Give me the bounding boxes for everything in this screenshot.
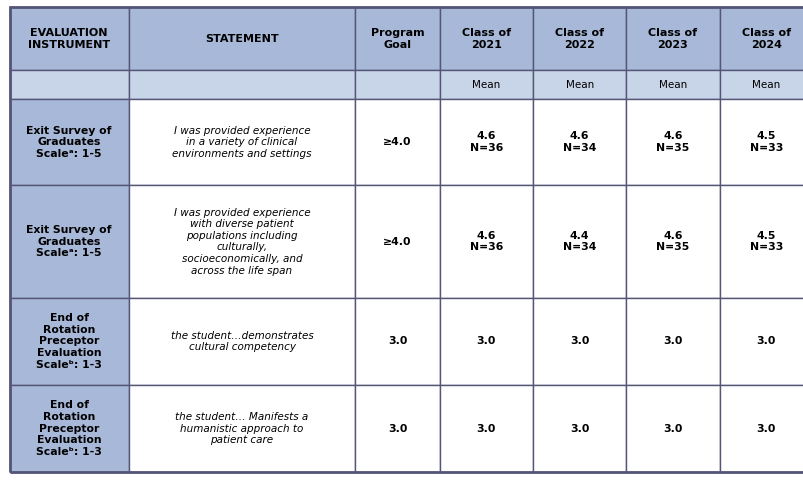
Bar: [355, 99, 439, 185]
Bar: [626, 298, 719, 385]
Text: 4.4
N=34: 4.4 N=34: [562, 231, 596, 252]
Text: 3.0: 3.0: [387, 336, 407, 347]
Bar: [128, 185, 355, 298]
Text: Class of
2021: Class of 2021: [461, 28, 511, 50]
Text: STATEMENT: STATEMENT: [205, 34, 279, 44]
Bar: [719, 385, 803, 472]
Text: 4.6
N=34: 4.6 N=34: [562, 132, 596, 153]
Bar: [719, 99, 803, 185]
Bar: [626, 385, 719, 472]
Bar: [719, 298, 803, 385]
Text: 4.6
N=35: 4.6 N=35: [655, 231, 689, 252]
Bar: [128, 70, 355, 99]
Text: the student…demonstrates
cultural competency: the student…demonstrates cultural compet…: [170, 331, 313, 352]
Bar: [355, 185, 439, 298]
Bar: [439, 70, 532, 99]
Text: Exit Survey of
Graduates
Scaleᵃ: 1-5: Exit Survey of Graduates Scaleᵃ: 1-5: [26, 225, 112, 258]
Bar: [10, 185, 128, 298]
Bar: [626, 185, 719, 298]
Bar: [439, 7, 532, 70]
Text: End of
Rotation
Preceptor
Evaluation
Scaleᵇ: 1-3: End of Rotation Preceptor Evaluation Sca…: [36, 400, 102, 457]
Text: Class of
2022: Class of 2022: [554, 28, 604, 50]
Bar: [128, 7, 355, 70]
Bar: [439, 185, 532, 298]
Bar: [128, 298, 355, 385]
Text: I was provided experience
in a variety of clinical
environments and settings: I was provided experience in a variety o…: [172, 126, 312, 159]
Bar: [355, 298, 439, 385]
Text: the student… Manifests a
humanistic approach to
patient care: the student… Manifests a humanistic appr…: [175, 412, 308, 445]
Text: End of
Rotation
Preceptor
Evaluation
Scaleᵇ: 1-3: End of Rotation Preceptor Evaluation Sca…: [36, 313, 102, 370]
Bar: [532, 185, 626, 298]
Bar: [10, 70, 128, 99]
Text: ≥4.0: ≥4.0: [383, 237, 411, 246]
Bar: [128, 99, 355, 185]
Bar: [10, 99, 128, 185]
Text: Class of
2024: Class of 2024: [740, 28, 790, 50]
Text: Mean: Mean: [471, 80, 500, 90]
Bar: [532, 298, 626, 385]
Text: ≥4.0: ≥4.0: [383, 137, 411, 147]
Bar: [532, 99, 626, 185]
Text: 3.0: 3.0: [569, 423, 589, 434]
Bar: [10, 298, 128, 385]
Text: 3.0: 3.0: [662, 423, 682, 434]
Bar: [355, 7, 439, 70]
Text: Mean: Mean: [658, 80, 687, 90]
Bar: [532, 70, 626, 99]
Bar: [10, 7, 128, 70]
Bar: [128, 385, 355, 472]
Text: Mean: Mean: [751, 80, 780, 90]
Text: 3.0: 3.0: [387, 423, 407, 434]
Text: 3.0: 3.0: [569, 336, 589, 347]
Bar: [355, 70, 439, 99]
Bar: [719, 70, 803, 99]
Bar: [532, 7, 626, 70]
Text: Mean: Mean: [565, 80, 593, 90]
Text: 4.6
N=35: 4.6 N=35: [655, 132, 689, 153]
Bar: [626, 7, 719, 70]
Text: 3.0: 3.0: [476, 423, 495, 434]
Bar: [439, 298, 532, 385]
Bar: [439, 99, 532, 185]
Text: I was provided experience
with diverse patient
populations including
culturally,: I was provided experience with diverse p…: [173, 208, 310, 276]
Text: 4.6
N=36: 4.6 N=36: [469, 231, 503, 252]
Text: Exit Survey of
Graduates
Scaleᵃ: 1-5: Exit Survey of Graduates Scaleᵃ: 1-5: [26, 126, 112, 159]
Text: 4.5
N=33: 4.5 N=33: [748, 231, 782, 252]
Text: 3.0: 3.0: [476, 336, 495, 347]
Bar: [626, 99, 719, 185]
Text: EVALUATION
INSTRUMENT: EVALUATION INSTRUMENT: [28, 28, 110, 50]
Text: 3.0: 3.0: [756, 423, 775, 434]
Bar: [719, 7, 803, 70]
Text: 4.5
N=33: 4.5 N=33: [748, 132, 782, 153]
Bar: [719, 185, 803, 298]
Text: 3.0: 3.0: [756, 336, 775, 347]
Bar: [10, 385, 128, 472]
Text: Program
Goal: Program Goal: [370, 28, 424, 50]
Bar: [439, 385, 532, 472]
Text: 3.0: 3.0: [662, 336, 682, 347]
Text: 4.6
N=36: 4.6 N=36: [469, 132, 503, 153]
Bar: [626, 70, 719, 99]
Bar: [355, 385, 439, 472]
Bar: [532, 385, 626, 472]
Text: Class of
2023: Class of 2023: [647, 28, 697, 50]
